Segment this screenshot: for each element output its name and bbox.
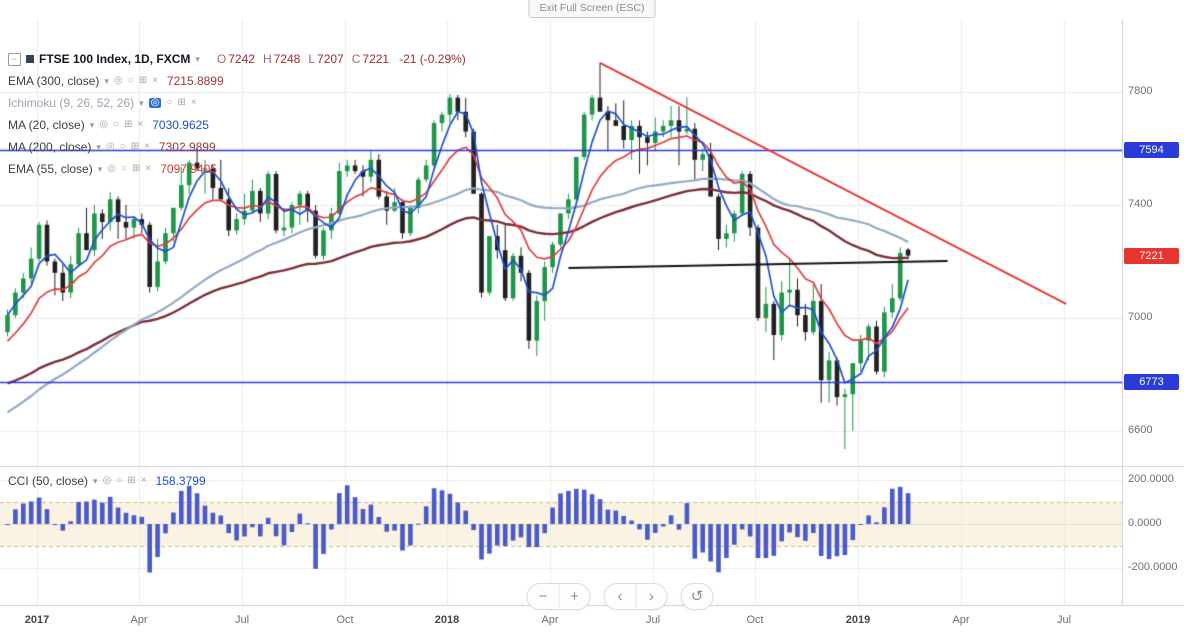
price-axis-label: 7000: [1128, 311, 1153, 323]
chevron-down-icon[interactable]: ▾: [195, 53, 200, 64]
close-icon[interactable]: ×: [144, 141, 150, 152]
indicator-name: MA (200, close): [8, 140, 92, 154]
zoom-out-button[interactable]: −: [528, 584, 559, 609]
hide-icon[interactable]: ◎: [148, 97, 162, 108]
settings-icon[interactable]: ○: [120, 163, 128, 174]
low-label: L: [308, 52, 316, 66]
add-icon[interactable]: ⊞: [127, 475, 136, 486]
open-label: O: [216, 52, 227, 66]
scroll-right-button[interactable]: ›: [635, 584, 667, 609]
series-type-icon: [26, 55, 34, 63]
high-label: H: [262, 52, 272, 66]
indicator-value: 7097.9405: [160, 162, 217, 176]
close-label: C: [351, 52, 361, 66]
chevron-down-icon[interactable]: ▾: [89, 119, 95, 130]
indicator-row-ma20[interactable]: MA (20, close) ▾ ◎ ○ ⊞ × 7030.9625: [8, 114, 466, 136]
add-icon[interactable]: ⊞: [130, 141, 140, 152]
collapse-pane-icon[interactable]: −: [8, 52, 21, 66]
price-axis-label: 7800: [1128, 85, 1153, 97]
time-axis-label: Oct: [336, 614, 354, 626]
low-value: 7207: [317, 52, 344, 66]
indicator-name: EMA (55, close): [8, 162, 93, 176]
legend: − FTSE 100 Index, 1D, FXCM ▾ O 7242 H 7248…: [8, 48, 466, 180]
time-axis-label: Oct: [746, 614, 764, 626]
indicator-name: Ichimoku (9, 26, 52, 26): [8, 96, 135, 110]
time-axis-label: Apr: [130, 614, 148, 626]
time-axis-label: 2019: [845, 614, 871, 626]
osc-axis-label: 200.0000: [1128, 473, 1174, 485]
indicator-value: 7030.9625: [152, 118, 209, 132]
osc-axis-label: -200.0000: [1128, 561, 1178, 573]
indicator-name: MA (20, close): [8, 118, 85, 132]
high-value: 7248: [273, 52, 301, 66]
close-icon[interactable]: ×: [140, 475, 147, 486]
time-axis-label: Jul: [645, 614, 661, 626]
time-axis-label: 2018: [434, 614, 460, 626]
time-axis-label: Jul: [234, 614, 250, 626]
price-axis[interactable]: 7800 7400 7000 6600 7594 7221 6773 200.0…: [1122, 0, 1184, 605]
add-icon[interactable]: ⊞: [132, 163, 141, 174]
indicator-row-ema300[interactable]: EMA (300, close) ▾ ◎ ○ ⊞ × 7215.8899: [8, 70, 466, 92]
indicator-value: 158.3799: [155, 474, 206, 488]
time-axis-label: Jul: [1056, 614, 1072, 626]
hide-icon[interactable]: ◎: [99, 119, 108, 130]
symbol-title[interactable]: FTSE 100 Index, 1D, FXCM: [39, 52, 191, 66]
settings-icon[interactable]: ○: [127, 75, 134, 86]
indicator-value: 7302.9899: [158, 140, 216, 154]
ohlc-readout: O 7242 H 7248 L 7207 C 7221 -21 (-0.29%): [211, 52, 466, 66]
add-icon[interactable]: ⊞: [177, 97, 186, 108]
time-axis-label: Apr: [541, 614, 559, 626]
settings-icon[interactable]: ○: [112, 119, 120, 130]
indicator-name: EMA (300, close): [8, 74, 100, 88]
hide-icon[interactable]: ◎: [102, 475, 112, 486]
hide-icon[interactable]: ◎: [105, 141, 115, 152]
chevron-down-icon[interactable]: ▾: [93, 475, 98, 486]
settings-icon[interactable]: ○: [166, 97, 173, 108]
zoom-group: − +: [526, 583, 591, 610]
settings-icon[interactable]: ○: [116, 475, 123, 486]
open-value: 7242: [228, 52, 255, 66]
change-value: -21 (-0.29%): [399, 52, 466, 66]
time-axis-label: Apr: [952, 614, 970, 626]
zoom-in-button[interactable]: +: [558, 584, 590, 609]
time-axis-label: 2017: [24, 614, 50, 626]
hide-icon[interactable]: ◎: [113, 75, 123, 86]
close-icon[interactable]: ×: [190, 97, 197, 108]
indicator-name: CCI (50, close): [8, 474, 89, 488]
price-axis-label: 6600: [1128, 424, 1153, 436]
add-icon[interactable]: ⊞: [138, 75, 148, 86]
scroll-left-button[interactable]: ‹: [605, 584, 636, 609]
price-axis-label: 7400: [1128, 198, 1153, 210]
close-icon[interactable]: ×: [145, 163, 152, 174]
chevron-down-icon[interactable]: ▾: [139, 97, 144, 108]
close-value: 7221: [362, 52, 390, 66]
chevron-down-icon[interactable]: ▾: [96, 141, 101, 152]
chart-nav-controls: − + ‹ › ↺: [526, 583, 714, 610]
indicator-row-ema55[interactable]: EMA (55, close) ▾ ◎ ○ ⊞ × 7097.9405: [8, 158, 466, 180]
oscillator-legend: CCI (50, close) ▾ ◎ ○ ⊞ × 158.3799: [8, 470, 206, 492]
reset-group: ↺: [680, 583, 714, 610]
chevron-down-icon[interactable]: ▾: [97, 163, 103, 174]
close-icon[interactable]: ×: [152, 75, 158, 86]
level-price-tag: 6773: [1124, 374, 1179, 390]
hide-icon[interactable]: ◎: [107, 163, 116, 174]
indicator-row-cci[interactable]: CCI (50, close) ▾ ◎ ○ ⊞ × 158.3799: [8, 470, 206, 492]
exit-fullscreen-tooltip: Exit Full Screen (ESC): [528, 0, 656, 18]
osc-axis-label: 0.0000: [1128, 517, 1162, 529]
indicator-row-ichimoku[interactable]: Ichimoku (9, 26, 52, 26) ▾ ◎ ○ ⊞ ×: [8, 92, 466, 114]
indicator-row-ma200[interactable]: MA (200, close) ▾ ◎ ○ ⊞ × 7302.9899: [8, 136, 466, 158]
close-icon[interactable]: ×: [137, 119, 144, 130]
level-price-tag: 7594: [1124, 142, 1179, 158]
time-axis[interactable]: 2017 Apr Jul Oct 2018 Apr Jul Oct 2019 A…: [0, 605, 1184, 639]
chevron-down-icon[interactable]: ▾: [104, 75, 109, 86]
reset-chart-button[interactable]: ↺: [682, 584, 713, 609]
last-price-tag: 7221: [1124, 248, 1179, 264]
indicator-value: 7215.8899: [166, 74, 224, 88]
add-icon[interactable]: ⊞: [124, 119, 133, 130]
settings-icon[interactable]: ○: [119, 141, 126, 152]
symbol-row[interactable]: − FTSE 100 Index, 1D, FXCM ▾ O 7242 H 7248…: [8, 48, 466, 70]
scroll-group: ‹ ›: [603, 583, 668, 610]
